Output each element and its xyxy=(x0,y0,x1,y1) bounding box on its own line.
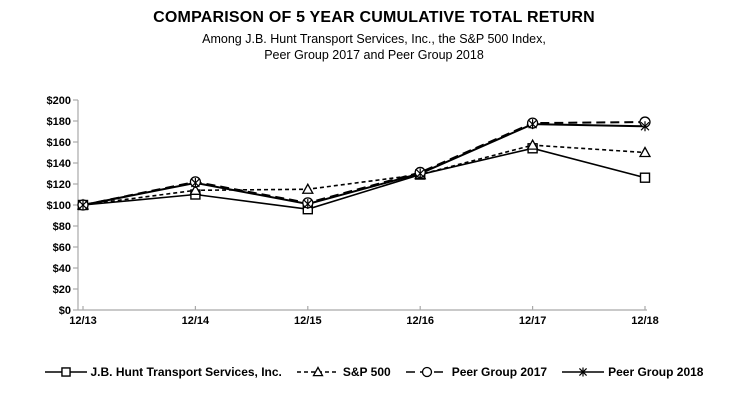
chart-legend: J.B. Hunt Transport Services, Inc. S&P 50… xyxy=(0,359,748,385)
y-tick-label: $40 xyxy=(53,263,71,275)
y-tick-label: $120 xyxy=(47,179,71,191)
chart-subtitle-line2: Peer Group 2017 and Peer Group 2018 xyxy=(264,48,484,62)
y-tick-label: $160 xyxy=(47,137,71,149)
legend-label: Peer Group 2017 xyxy=(451,365,548,379)
star-marker-icon xyxy=(579,367,588,377)
legend-line-sample xyxy=(44,367,87,377)
legend-item-3: Peer Group 2018 xyxy=(562,365,703,379)
triangle-marker-icon xyxy=(638,146,652,158)
y-tick-label: $100 xyxy=(47,200,71,212)
legend-label: Peer Group 2018 xyxy=(608,365,704,379)
legend-line-sample xyxy=(405,366,448,378)
series-line-3 xyxy=(82,123,646,206)
y-tick-label: $140 xyxy=(47,158,71,170)
legend-item-0: J.B. Hunt Transport Services, Inc. xyxy=(44,365,282,379)
y-tick-label: $200 xyxy=(47,95,71,107)
x-tick-label: 12/16 xyxy=(406,315,434,327)
line-chart: $0 $20 $40 $60 $80 $100 $120 $140 $160 $180 $200 12… xyxy=(47,95,659,327)
series-line-2 xyxy=(82,121,646,206)
legend-item-1: S&P 500 xyxy=(296,365,391,379)
y-tick-label: $20 xyxy=(53,284,71,296)
x-tick-label: 12/13 xyxy=(69,315,97,327)
star-marker-icon xyxy=(303,199,313,209)
legend-label: J.B. Hunt Transport Services, Inc. xyxy=(90,365,282,379)
legend-label: S&P 500 xyxy=(342,365,391,379)
y-tick-label: $0 xyxy=(59,305,71,317)
star-marker-icon xyxy=(190,178,200,188)
series-line-0 xyxy=(82,147,646,211)
chart-subtitle-line1: Among J.B. Hunt Transport Services, Inc.… xyxy=(202,32,546,46)
y-tick-label: $180 xyxy=(47,116,71,128)
series-line-1 xyxy=(82,144,646,206)
triangle-marker-icon xyxy=(301,182,314,194)
x-tick-label: 12/17 xyxy=(519,315,547,327)
star-marker-icon xyxy=(78,200,88,210)
circle-marker-icon xyxy=(421,366,432,378)
square-marker-icon xyxy=(639,172,651,183)
star-marker-icon xyxy=(415,169,425,178)
triangle-marker-icon xyxy=(312,366,324,377)
legend-item-2: Peer Group 2017 xyxy=(405,365,548,379)
x-tick-label: 12/18 xyxy=(631,315,659,327)
star-marker-icon xyxy=(528,119,538,129)
star-marker-icon xyxy=(640,121,650,131)
triangle-marker-icon xyxy=(526,138,539,150)
square-marker-icon xyxy=(60,367,71,377)
y-tick-label: $60 xyxy=(53,242,71,254)
x-tick-label: 12/15 xyxy=(294,315,322,327)
legend-line-sample xyxy=(296,366,339,377)
y-tick-label: $80 xyxy=(53,221,71,233)
chart-title: COMPARISON OF 5 YEAR CUMULATIVE TOTAL RE… xyxy=(153,9,595,26)
triangle-marker-icon xyxy=(189,183,202,195)
x-tick-label: 12/14 xyxy=(182,315,210,327)
legend-line-sample xyxy=(562,367,605,377)
